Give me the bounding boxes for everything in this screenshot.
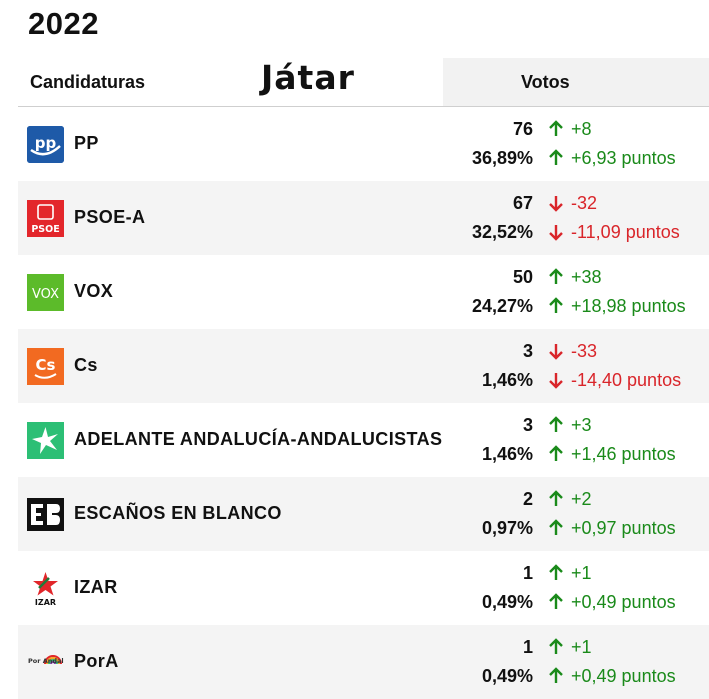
table-row: Cs Cs 3 1,46% -33 -14,40 puntos [18, 329, 709, 403]
adelante-logo-icon [27, 422, 64, 459]
points-change: -11,09 puntos [571, 222, 680, 242]
svg-text:IZAR: IZAR [35, 598, 56, 607]
votes-count: 1 [522, 637, 533, 657]
arrow-up-icon [549, 667, 563, 683]
arrow-up-icon [549, 519, 563, 535]
votes-percent: 1,46% [481, 370, 533, 390]
arrow-up-icon [549, 268, 563, 284]
votes-percent: 0,97% [481, 518, 533, 538]
arrow-up-icon [549, 297, 563, 313]
party-name: PorA [74, 651, 119, 671]
table-row: ESCAÑOS EN BLANCO 2 0,97% +2 +0,97 punto… [18, 477, 709, 551]
cs-logo-icon: Cs [27, 348, 64, 385]
points-change: +0,49 puntos [571, 592, 676, 612]
year-title: 2022 [28, 6, 99, 41]
votes-change: +2 [571, 489, 592, 509]
municipality-title: Játar [261, 58, 355, 97]
arrow-up-icon [549, 490, 563, 506]
svg-text:VOX: VOX [32, 287, 59, 302]
party-name: VOX [74, 281, 114, 301]
party-name: IZAR [74, 577, 118, 597]
svg-text:PSOE: PSOE [31, 224, 59, 235]
arrow-down-icon [549, 344, 563, 360]
table-row: pp PP 76 36,89% +8 +6,93 puntos [18, 107, 709, 181]
votes-change: +3 [571, 415, 592, 435]
votes-change: +1 [571, 637, 592, 657]
party-name: Cs [74, 355, 98, 375]
vox-logo-icon: VOX [27, 274, 64, 311]
table-row: ADELANTE ANDALUCÍA-ANDALUCISTAS 3 1,46% … [18, 403, 709, 477]
table-row: VOX VOX 50 24,27% +38 +18,98 puntos [18, 255, 709, 329]
party-name: ESCAÑOS EN BLANCO [74, 503, 282, 523]
escanos-en-blanco-logo-icon [27, 496, 64, 533]
svg-text:Cs: Cs [36, 356, 56, 374]
votes-percent: 32,52% [471, 222, 533, 242]
votos-header-cell: Votos [443, 58, 709, 106]
votes-change: +8 [571, 119, 592, 139]
table-header: Candidaturas Játar Votos [18, 58, 709, 107]
arrow-up-icon [549, 149, 563, 165]
table-row: Por Andalucía PorA 1 0,49% +1 +0,49 punt… [18, 625, 709, 699]
votes-count: 50 [512, 267, 533, 287]
points-change: +18,98 puntos [571, 296, 686, 316]
arrow-up-icon [549, 593, 563, 609]
arrow-down-icon [549, 225, 563, 241]
candidaturas-header: Candidaturas [30, 72, 146, 92]
votes-change: +1 [571, 563, 592, 583]
votes-percent: 0,49% [481, 592, 533, 612]
party-name: PP [74, 133, 99, 153]
table-row: IZAR IZAR 1 0,49% +1 +0,49 puntos [18, 551, 709, 625]
svg-text:pp: pp [35, 134, 57, 152]
table-row: PSOE PSOE-A 67 32,52% -32 -11,09 puntos [18, 181, 709, 255]
votos-header: Votos [521, 72, 570, 92]
votes-percent: 36,89% [471, 148, 533, 168]
votes-count: 76 [512, 119, 533, 139]
arrow-up-icon [549, 564, 563, 580]
arrow-up-icon [549, 638, 563, 654]
votes-change: -33 [571, 341, 598, 361]
votes-count: 2 [522, 489, 533, 509]
pora-logo-icon: Por Andalucía [27, 644, 64, 681]
points-change: +0,97 puntos [571, 518, 676, 538]
votes-change: +38 [571, 267, 602, 287]
arrow-up-icon [549, 416, 563, 432]
pp-logo-icon: pp [27, 126, 64, 163]
pora-logo-text: Por Andalucía [28, 657, 64, 665]
votes-percent: 1,46% [481, 444, 533, 464]
votes-percent: 0,49% [481, 666, 533, 686]
votes-count: 1 [522, 563, 533, 583]
points-change: +6,93 puntos [571, 148, 676, 168]
arrow-up-icon [549, 120, 563, 136]
votes-change: -32 [571, 193, 598, 213]
votes-count: 67 [512, 193, 533, 213]
votes-count: 3 [522, 341, 533, 361]
votes-percent: 24,27% [471, 296, 533, 316]
party-name: PSOE-A [74, 207, 146, 227]
points-change: -14,40 puntos [571, 370, 682, 390]
party-name: ADELANTE ANDALUCÍA-ANDALUCISTAS [74, 429, 443, 449]
votes-count: 3 [522, 415, 533, 435]
points-change: +1,46 puntos [571, 444, 676, 464]
izar-logo-icon: IZAR [27, 570, 64, 607]
results-table: Candidaturas Játar Votos pp PP 76 36,89%… [18, 58, 709, 699]
points-change: +0,49 puntos [571, 666, 676, 686]
psoe-logo-icon: PSOE [27, 200, 64, 237]
arrow-down-icon [549, 196, 563, 212]
arrow-up-icon [549, 445, 563, 461]
arrow-down-icon [549, 373, 563, 389]
